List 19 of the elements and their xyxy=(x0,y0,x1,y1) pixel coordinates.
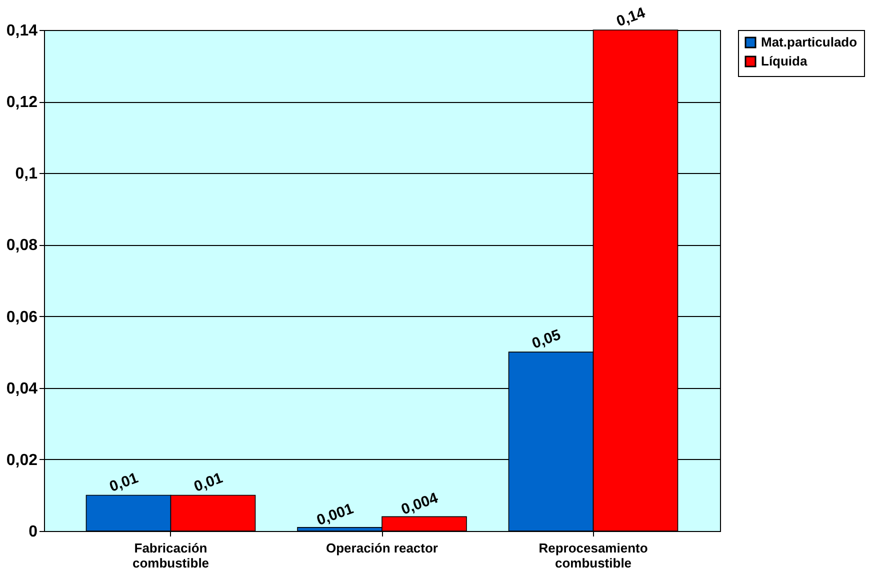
x-tick-label: Reprocesamiento combustible xyxy=(538,540,648,570)
data-label: 0,14 xyxy=(614,4,648,30)
y-tick-label: 0,04 xyxy=(6,380,38,398)
y-tick-label: 0,08 xyxy=(6,237,38,254)
y-tick-label: 0,12 xyxy=(6,94,38,112)
data-label: 0,01 xyxy=(107,470,141,496)
data-label: 0,05 xyxy=(530,326,564,352)
x-tick-label: Operación reactor xyxy=(326,540,438,556)
legend-label: Mat.particulado xyxy=(761,34,858,50)
y-tick-label: 0,14 xyxy=(6,22,38,40)
data-label: 0,01 xyxy=(192,470,226,496)
data-label: 0,004 xyxy=(399,489,441,518)
data-label: 0,001 xyxy=(314,500,356,530)
y-tick-label: 0,1 xyxy=(15,166,38,183)
y-tick-label: 0,02 xyxy=(6,452,38,469)
legend-label: Líquida xyxy=(761,54,808,68)
y-tick-label: 0 xyxy=(28,524,38,540)
y-tick-label: 0,06 xyxy=(6,308,38,326)
x-tick-label: Fabricación combustible xyxy=(132,540,210,570)
